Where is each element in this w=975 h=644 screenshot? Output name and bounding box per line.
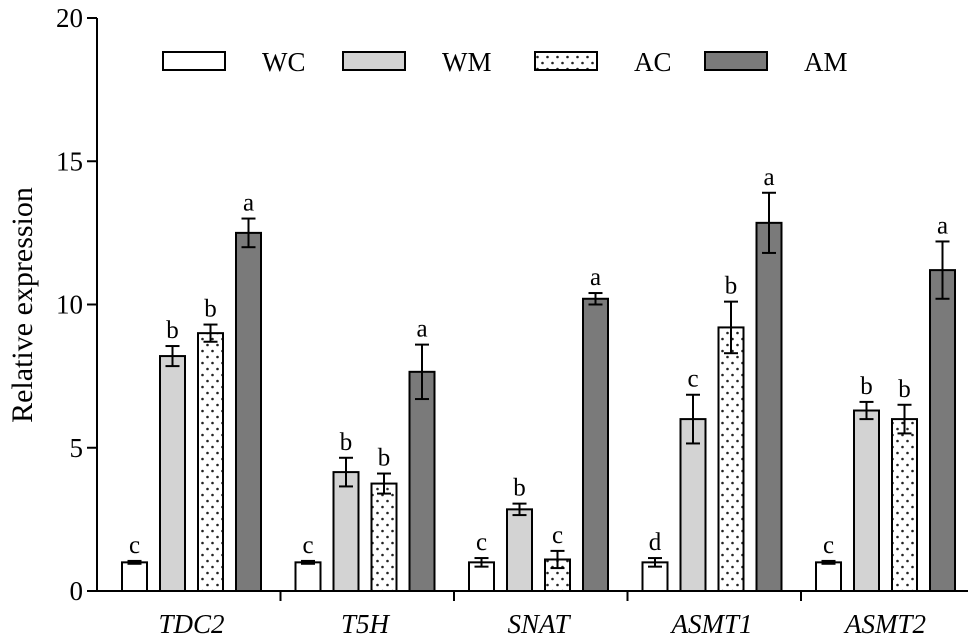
significance-letter: c — [687, 366, 698, 393]
significance-letter: c — [823, 532, 834, 559]
y-tick-label: 15 — [56, 146, 83, 176]
significance-letter: c — [476, 529, 487, 556]
y-axis-title: Relative expression — [6, 187, 39, 423]
x-category-label: TDC2 — [158, 609, 224, 639]
significance-letter: a — [937, 212, 948, 239]
significance-letter: b — [204, 296, 217, 323]
bar-ac-tdc2 — [197, 332, 224, 592]
bar-wm-asmt2 — [853, 409, 880, 592]
bar-ac-asmt2 — [891, 418, 918, 592]
legend-swatch-ac — [534, 51, 598, 71]
x-category-label: SNAT — [507, 609, 571, 639]
bar-ac-t5h — [370, 482, 398, 592]
x-category-label: T5H — [341, 609, 391, 639]
bar-wm-tdc2 — [159, 355, 186, 592]
bar-wm-t5h — [332, 471, 360, 593]
significance-letter: a — [590, 264, 601, 291]
significance-letter: b — [513, 475, 526, 502]
y-tick-label: 5 — [70, 433, 84, 463]
significance-letter: b — [898, 376, 911, 403]
significance-letter: b — [860, 373, 873, 400]
y-tick-label: 0 — [70, 576, 84, 606]
x-category-label: ASMT2 — [843, 609, 926, 639]
y-tick-label: 20 — [56, 3, 83, 33]
significance-letter: c — [302, 532, 313, 559]
bar-am-asmt2 — [929, 269, 956, 592]
significance-letter: a — [763, 164, 774, 191]
legend-swatch-wm — [342, 51, 406, 71]
legend-label-wc: WC — [262, 47, 306, 77]
significance-letter: c — [129, 532, 140, 559]
x-category-label: ASMT1 — [670, 609, 753, 639]
y-tick-label: 10 — [56, 290, 83, 320]
significance-letter: c — [552, 522, 563, 549]
significance-letter: b — [166, 317, 179, 344]
bar-am-asmt1 — [755, 221, 783, 592]
significance-letter: d — [649, 529, 662, 556]
significance-letter: b — [378, 445, 391, 472]
legend-swatch-am — [704, 51, 768, 71]
legend-label-ac: AC — [634, 47, 672, 77]
bar-am-tdc2 — [235, 231, 262, 592]
significance-letter: a — [243, 190, 254, 217]
bar-wc-asmt2 — [815, 561, 842, 592]
bar-wm-asmt1 — [679, 418, 707, 592]
bar-am-snat — [582, 297, 609, 592]
bar-am-t5h — [408, 370, 436, 593]
legend-label-wm: WM — [442, 47, 492, 77]
significance-letter: b — [725, 273, 738, 300]
significance-letter: a — [416, 316, 427, 343]
bar-wc-t5h — [294, 561, 322, 592]
bar-wm-snat — [506, 508, 533, 592]
legend-swatch-wc — [162, 51, 226, 71]
significance-letter: b — [340, 429, 353, 456]
bar-wc-tdc2 — [121, 561, 148, 592]
bar-ac-asmt1 — [717, 326, 745, 592]
legend-label-am: AM — [804, 47, 848, 77]
